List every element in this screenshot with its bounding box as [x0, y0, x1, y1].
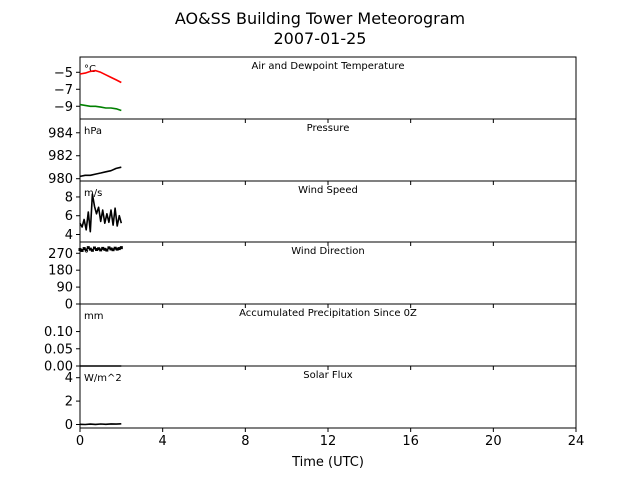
y-tick-label: 980 — [48, 172, 73, 187]
y-tick-label: −7 — [54, 83, 73, 98]
y-tick-label: 90 — [56, 281, 73, 296]
y-tick-label: 0.10 — [44, 325, 73, 340]
data-point — [103, 247, 107, 251]
y-tick-label: 984 — [48, 126, 73, 141]
data-point — [84, 248, 88, 252]
y-tick-label: 4 — [65, 371, 73, 386]
unit-label: °C — [84, 64, 96, 75]
x-tick-label: 12 — [320, 434, 337, 449]
x-tick-label: 0 — [76, 434, 84, 449]
data-point — [78, 248, 82, 252]
panel-title: Air and Dewpoint Temperature — [252, 61, 405, 72]
y-tick-label: −5 — [54, 66, 73, 81]
y-tick-label: 0 — [65, 298, 73, 313]
unit-label: mm — [84, 311, 103, 322]
data-point — [90, 248, 94, 252]
unit-label: m/s — [84, 188, 102, 199]
y-tick-label: 270 — [48, 247, 73, 262]
data-point — [97, 247, 101, 251]
x-tick-label: 20 — [485, 434, 502, 449]
figure-title: AO&SS Building Tower Meteorogram — [175, 9, 465, 28]
data-point — [88, 247, 92, 251]
data-point — [119, 246, 123, 250]
data-point — [107, 246, 111, 250]
data-point — [109, 247, 113, 251]
data-point — [92, 246, 96, 250]
data-point — [86, 246, 90, 250]
unit-label: W/m^2 — [84, 373, 122, 384]
y-tick-label: 0.05 — [44, 342, 73, 357]
series-line-1 — [79, 423, 122, 426]
data-point — [95, 248, 99, 252]
data-point — [105, 248, 109, 252]
unit-label: ° — [84, 249, 89, 260]
y-tick-label: 8 — [65, 190, 73, 205]
y-tick-label: 0.00 — [44, 360, 73, 375]
series-line-2 — [79, 103, 122, 112]
data-point — [113, 246, 117, 250]
data-point — [101, 246, 105, 250]
x-axis-label: Time (UTC) — [291, 455, 364, 470]
data-point — [82, 247, 86, 251]
y-tick-label: 982 — [48, 149, 73, 164]
x-tick-label: 4 — [159, 434, 167, 449]
figure-subtitle: 2007-01-25 — [274, 29, 367, 48]
x-tick-label: 8 — [241, 434, 249, 449]
y-tick-label: 180 — [48, 264, 73, 279]
y-tick-label: −9 — [54, 100, 73, 115]
panel-5: 0.00 0.05 0.10 Accumulated Precipitation Si… — [44, 303, 577, 375]
panel-1: −5 −7 −9 Air and Dewpoint Temperature °C — [54, 56, 577, 123]
data-point — [99, 248, 103, 252]
data-point — [111, 248, 115, 252]
panel-title: Wind Direction — [291, 246, 365, 257]
series-line-1 — [79, 193, 123, 233]
panel-title: Wind Speed — [298, 185, 358, 196]
panel-3: 4 6 8 Wind Speed m/s — [65, 180, 577, 246]
x-tick-label: 16 — [402, 434, 419, 449]
x-tick-label: 24 — [568, 434, 585, 449]
data-point — [117, 247, 121, 251]
y-tick-label: 6 — [65, 209, 73, 224]
series-line-1 — [79, 69, 122, 84]
panel-title: Accumulated Precipitation Since 0Z — [239, 308, 417, 319]
panel-title: Pressure — [307, 123, 350, 134]
y-tick-label: 4 — [65, 228, 73, 243]
panel-4: 0 90 180 270 Wind Direction ° — [48, 241, 577, 313]
y-tick-label: 0 — [65, 418, 73, 433]
panel-title: Solar Flux — [303, 370, 353, 381]
data-point — [115, 247, 119, 251]
unit-label: hPa — [84, 126, 102, 137]
series-line-1 — [79, 166, 122, 178]
y-tick-label: 2 — [65, 395, 73, 410]
panel-2: 980 982 984 Pressure hPa — [48, 118, 577, 187]
data-point — [80, 248, 84, 252]
